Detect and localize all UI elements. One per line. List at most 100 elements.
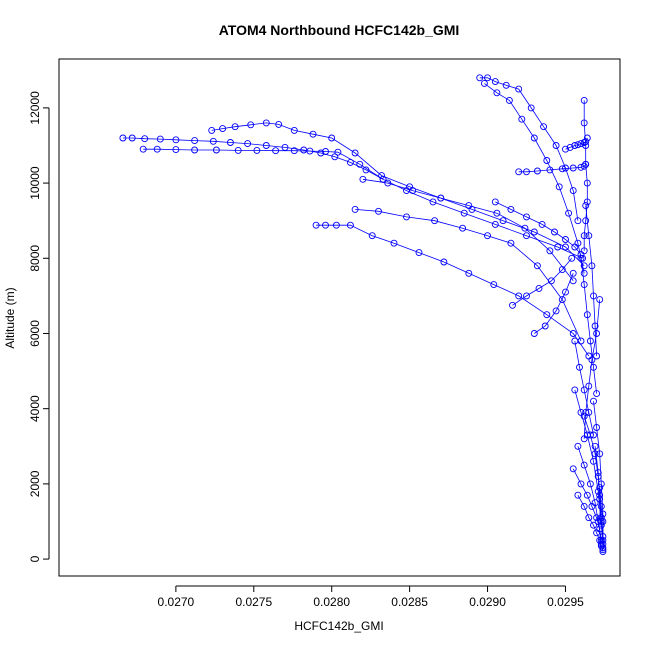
plot-frame bbox=[58, 58, 621, 577]
series-1 bbox=[139, 145, 587, 262]
data-point bbox=[212, 146, 220, 154]
data-point bbox=[577, 251, 585, 258]
data-point bbox=[547, 277, 555, 285]
data-point bbox=[527, 104, 535, 112]
data-point bbox=[580, 502, 588, 510]
data-point bbox=[591, 442, 599, 450]
data-point bbox=[593, 514, 601, 522]
series-2 bbox=[208, 119, 588, 270]
data-point bbox=[593, 352, 601, 360]
series-0 bbox=[119, 134, 387, 183]
data-point bbox=[569, 465, 577, 473]
data-point bbox=[309, 130, 317, 138]
series-11 bbox=[491, 198, 585, 258]
data-point bbox=[599, 510, 607, 518]
data-point bbox=[558, 165, 566, 173]
data-point bbox=[571, 386, 579, 394]
data-point bbox=[403, 213, 410, 221]
data-point bbox=[583, 491, 591, 499]
series-line bbox=[574, 340, 594, 436]
data-point bbox=[530, 228, 538, 236]
data-point bbox=[546, 247, 554, 255]
series-line bbox=[362, 178, 574, 282]
data-point bbox=[571, 243, 579, 251]
data-point bbox=[234, 146, 242, 154]
data-point bbox=[597, 502, 605, 510]
chart-title: ATOM4 Northbound HCFC142b_GMI bbox=[219, 22, 460, 38]
data-point bbox=[272, 147, 280, 155]
data-point bbox=[569, 164, 577, 172]
data-point bbox=[521, 224, 529, 232]
data-point bbox=[583, 179, 591, 187]
data-point bbox=[530, 134, 538, 142]
data-point bbox=[562, 145, 569, 153]
data-point bbox=[569, 187, 577, 195]
data-point bbox=[571, 337, 579, 345]
data-point bbox=[191, 137, 199, 145]
data-point bbox=[576, 363, 583, 371]
data-point bbox=[580, 386, 588, 394]
data-point bbox=[359, 175, 367, 183]
data-point bbox=[599, 533, 607, 540]
data-point bbox=[493, 209, 501, 217]
data-point bbox=[577, 254, 585, 262]
y-tick-label: 4000 bbox=[28, 395, 42, 422]
x-tick-label: 0.0290 bbox=[469, 595, 506, 609]
y-axis: 0 2000 4000 6000 8000 10000 12000 bbox=[28, 91, 50, 562]
data-point bbox=[346, 221, 354, 229]
data-point bbox=[306, 147, 314, 155]
series-line bbox=[143, 148, 583, 259]
data-point bbox=[585, 232, 593, 240]
data-point bbox=[530, 330, 538, 337]
data-point bbox=[290, 147, 298, 155]
data-point bbox=[586, 337, 594, 345]
data-point bbox=[356, 160, 364, 168]
x-tick-label: 0.0295 bbox=[547, 595, 584, 609]
series-12 bbox=[530, 269, 577, 337]
series-4 bbox=[351, 205, 585, 345]
data-point bbox=[523, 232, 530, 240]
data-point bbox=[480, 79, 488, 87]
data-point bbox=[172, 146, 180, 154]
data-point bbox=[153, 145, 161, 153]
data-point bbox=[317, 149, 325, 157]
data-point bbox=[596, 450, 604, 458]
data-point bbox=[551, 228, 558, 236]
data-point bbox=[507, 205, 515, 213]
data-point bbox=[351, 205, 359, 213]
data-point bbox=[378, 172, 386, 180]
data-point bbox=[591, 499, 599, 507]
data-point bbox=[540, 123, 548, 131]
data-point bbox=[569, 330, 577, 337]
data-point bbox=[415, 249, 423, 257]
data-point bbox=[552, 142, 560, 149]
data-point bbox=[571, 142, 579, 149]
series-line bbox=[585, 205, 597, 357]
data-point bbox=[593, 330, 601, 337]
data-point bbox=[590, 521, 597, 529]
x-axis: 0.0270 0.0275 0.0280 0.0285 0.0290 0.0295 bbox=[158, 585, 584, 609]
data-point bbox=[580, 461, 588, 469]
data-point bbox=[543, 157, 551, 164]
data-point bbox=[459, 224, 467, 232]
data-point bbox=[585, 408, 593, 416]
series-20 bbox=[580, 296, 604, 443]
data-point bbox=[437, 194, 445, 202]
data-point bbox=[484, 74, 491, 82]
data-point bbox=[590, 397, 597, 405]
x-axis-label: HCFC142b_GMI bbox=[294, 619, 383, 633]
data-point bbox=[499, 217, 507, 225]
data-point bbox=[253, 146, 261, 154]
data-point bbox=[569, 269, 577, 277]
data-point bbox=[568, 254, 576, 262]
data-point bbox=[368, 232, 376, 240]
data-point bbox=[577, 480, 585, 488]
data-point bbox=[594, 487, 602, 495]
data-point bbox=[351, 149, 359, 157]
data-point bbox=[523, 168, 530, 176]
data-point bbox=[505, 96, 513, 104]
series-25 bbox=[596, 484, 607, 554]
data-point bbox=[574, 217, 582, 225]
